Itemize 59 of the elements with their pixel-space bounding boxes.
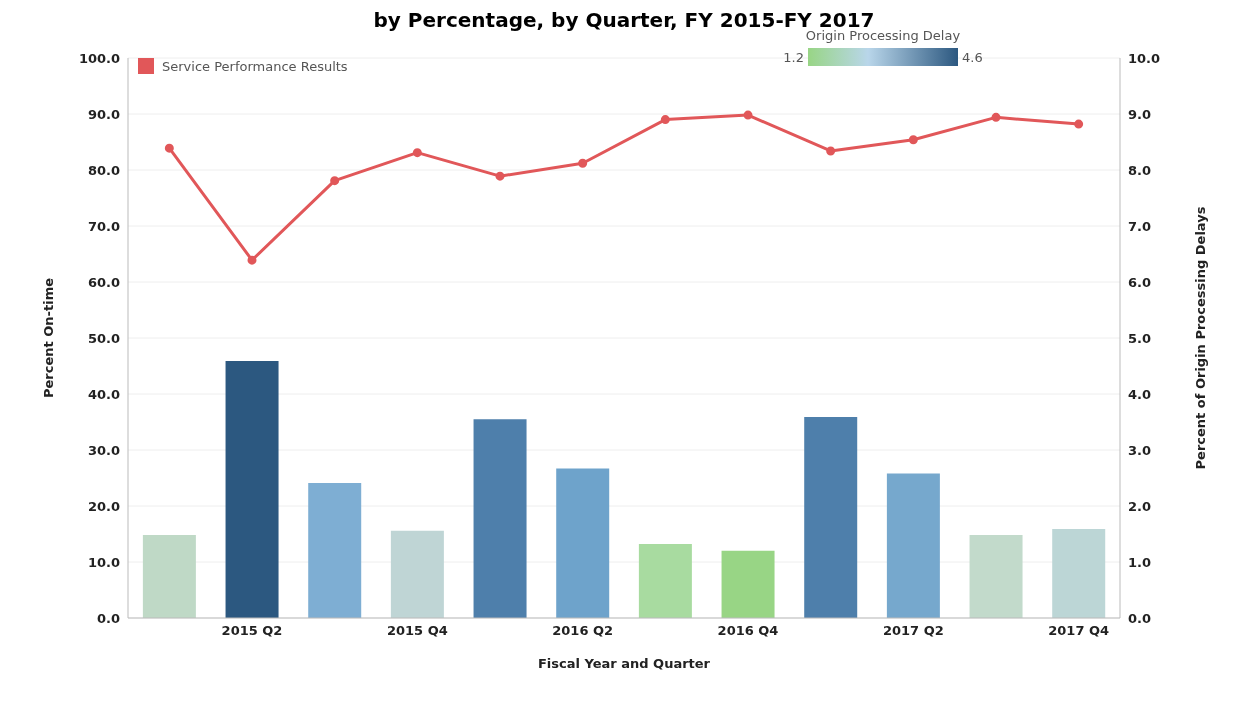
y-axis-title: Percent On-time [40,277,56,399]
color-bar-title: Origin Processing Delay [805,28,961,43]
x-tick-label: 2015 Q2 [221,623,283,639]
y-tick-label: 70.0 [87,218,120,234]
point [578,158,588,168]
y2-tick-label: 4.0 [1128,386,1152,402]
x-tick-label: 2015 Q4 [386,623,448,639]
x-tick-label: 2017 Q4 [1048,623,1110,639]
y-tick-label: 90.0 [87,106,120,122]
x-tick-label: 2016 Q4 [717,623,779,639]
y2-tick-label: 0.0 [1128,610,1152,626]
x-axis-title: Fiscal Year and Quarter [537,656,711,671]
bar [1052,528,1106,618]
bar [308,483,362,618]
bar [804,416,858,618]
y-tick-label: 0.0 [96,610,120,626]
bar [638,544,692,618]
y2-tick-label: 10.0 [1128,50,1161,66]
annotation: 1.2 [783,50,804,65]
y-tick-label: 80.0 [87,162,120,178]
y2-tick-label: 2.0 [1128,498,1152,514]
y-tick-label: 60.0 [87,274,120,290]
bar [390,530,444,618]
y2-axis-title: Percent of Origin Processing Delays [1192,206,1208,470]
point [164,143,174,153]
y2-tick-label: 3.0 [1128,442,1152,458]
y2-tick-label: 8.0 [1128,162,1152,178]
point [247,255,257,265]
annotation: 4.6 [962,50,983,65]
bar [142,535,196,618]
point [991,112,1001,122]
point [908,135,918,145]
y2-tick-label: 1.0 [1128,554,1152,570]
y2-tick-label: 7.0 [1128,218,1152,234]
point [826,146,836,156]
y2-tick-label: 6.0 [1128,274,1152,290]
x-tick-label: 2017 Q2 [882,623,944,639]
y-tick-label: 40.0 [87,386,120,402]
y-tick-label: 100.0 [78,50,120,66]
x-tick-label: 2016 Q2 [552,623,614,639]
point [495,171,505,181]
bar [721,550,775,618]
point [660,115,670,125]
bar [473,419,527,618]
y-tick-label: 10.0 [87,554,120,570]
y2-tick-label: 5.0 [1128,330,1152,346]
point [412,148,422,158]
y-tick-label: 20.0 [87,498,120,514]
bar [556,468,610,618]
point [743,110,753,120]
bar [886,473,940,618]
y-tick-label: 50.0 [87,330,120,346]
bar [969,535,1023,618]
legend-label: Service Performance Results [162,58,348,74]
point [1074,119,1084,129]
point [330,176,340,186]
y2-tick-label: 9.0 [1128,106,1152,122]
y-tick-label: 30.0 [87,442,120,458]
bar [225,360,279,618]
